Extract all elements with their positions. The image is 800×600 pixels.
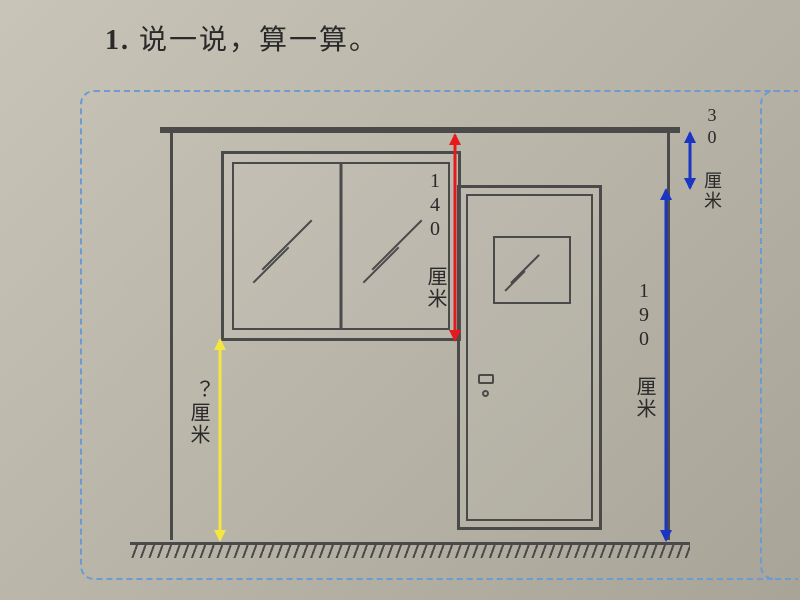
window-frame <box>232 162 450 330</box>
dim-line <box>665 190 668 540</box>
problem-text: 说一说，算一算。 <box>139 25 379 56</box>
problem-number: 1. <box>105 25 130 56</box>
dim-label-140: 140 厘米 <box>421 170 450 310</box>
ground-hatch <box>130 544 690 558</box>
window-gleam <box>262 220 313 271</box>
dim-30: 30 厘米 <box>680 130 700 190</box>
arrow-down-icon <box>684 178 696 190</box>
window-gleam <box>253 247 290 284</box>
door-window <box>493 236 571 304</box>
door-keyhole <box>482 390 489 397</box>
dim-line <box>219 340 222 540</box>
arrow-down-icon <box>214 530 226 542</box>
dim-label-unknown: ？厘米 <box>184 380 213 446</box>
dim-label-190: 190 厘米 <box>630 280 659 420</box>
window-divider <box>340 164 343 328</box>
wall <box>170 130 670 540</box>
dim-line <box>454 135 457 340</box>
content-frame-right <box>760 90 798 580</box>
door-frame <box>466 194 593 521</box>
dim-label-30: 30 厘米 <box>699 105 725 211</box>
window-gleam <box>372 220 423 271</box>
window-gleam <box>363 247 400 284</box>
arrow-down-icon <box>449 330 461 342</box>
door-handle <box>478 374 494 384</box>
arrow-down-icon <box>660 530 672 542</box>
house-diagram: 140 厘米 190 厘米 30 厘米 ？厘米 <box>140 130 700 550</box>
problem-header: 1. 说一说，算一算。 <box>105 18 379 58</box>
dim-140: 140 厘米 <box>445 130 465 340</box>
door <box>457 185 602 530</box>
dim-190: 190 厘米 <box>656 130 676 540</box>
door-window-gleam <box>504 270 525 291</box>
dim-unknown: ？厘米 <box>210 130 230 540</box>
